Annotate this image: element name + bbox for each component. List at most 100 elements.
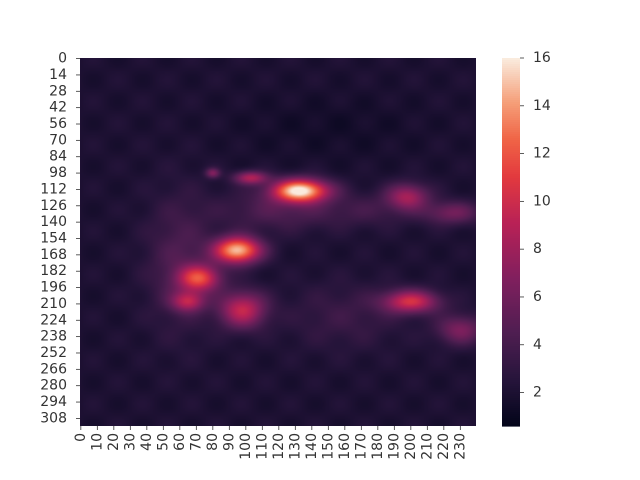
colorbar-segment [502, 256, 520, 259]
colorbar-tick-label: 8 [533, 241, 542, 257]
x-tick-label: 160 [337, 433, 353, 460]
colorbar-segment [502, 334, 520, 337]
x-tick-label: 150 [320, 433, 336, 460]
colorbar-segment [502, 238, 520, 241]
x-tick-label: 20 [106, 433, 122, 451]
colorbar-segment [502, 290, 520, 293]
y-tick-label: 196 [40, 280, 67, 296]
colorbar-segment [502, 310, 520, 313]
colorbar-segment [502, 282, 520, 285]
colorbar-segment [502, 216, 520, 219]
colorbar-segment [502, 244, 520, 247]
colorbar-segment [502, 152, 520, 155]
colorbar-segment [502, 156, 520, 159]
colorbar-segment [502, 210, 520, 213]
colorbar-segment [502, 192, 520, 195]
colorbar-segment [502, 294, 520, 297]
y-tick-label: 0 [58, 51, 67, 67]
colorbar-segment [502, 372, 520, 375]
colorbar-segment [502, 412, 520, 415]
colorbar-segment [502, 144, 520, 147]
colorbar-segment [502, 122, 520, 125]
colorbar-segment [502, 362, 520, 365]
x-tick-label: 10 [89, 433, 105, 451]
colorbar-segment [502, 242, 520, 245]
x-tick-label: 100 [238, 433, 254, 460]
colorbar-segment [502, 330, 520, 333]
colorbar-segment [502, 262, 520, 265]
colorbar-segment [502, 302, 520, 305]
colorbar-segment [502, 366, 520, 369]
colorbar-segment [502, 324, 520, 327]
colorbar-segment [502, 378, 520, 381]
colorbar-segment [502, 410, 520, 413]
colorbar-segment [502, 108, 520, 111]
x-tick-label: 210 [419, 433, 435, 460]
colorbar-segment [502, 132, 520, 135]
colorbar-segment [502, 158, 520, 161]
colorbar-segment [502, 404, 520, 407]
colorbar-segment [502, 356, 520, 359]
x-tick-label: 0 [73, 433, 89, 442]
y-tick-label: 294 [40, 394, 67, 410]
colorbar-tick-label: 4 [533, 337, 542, 353]
colorbar-segment [502, 172, 520, 175]
colorbar-segment [502, 276, 520, 279]
colorbar-segment [502, 224, 520, 227]
colorbar-segment [502, 270, 520, 273]
x-tick-label: 30 [122, 433, 138, 451]
x-tick-label: 70 [188, 433, 204, 451]
y-tick-label: 140 [40, 214, 67, 230]
colorbar-segment [502, 320, 520, 323]
colorbar-tick-label: 2 [533, 385, 542, 401]
colorbar-segment [502, 66, 520, 69]
y-tick-label: 112 [40, 181, 67, 197]
colorbar-segment [502, 68, 520, 71]
colorbar-segment [502, 408, 520, 411]
colorbar-segment [502, 90, 520, 93]
colorbar-segment [502, 168, 520, 171]
colorbar-segment [502, 162, 520, 165]
colorbar-segment [502, 384, 520, 387]
colorbar-segment [502, 160, 520, 163]
colorbar-segment [502, 272, 520, 275]
colorbar-segment [502, 422, 520, 425]
colorbar-segment [502, 382, 520, 385]
colorbar-segment [502, 110, 520, 113]
colorbar-segment [502, 114, 520, 117]
colorbar-segment [502, 200, 520, 203]
colorbar-segment [502, 336, 520, 339]
y-tick-label: 126 [40, 198, 67, 214]
colorbar-segment [502, 348, 520, 351]
colorbar-segment [502, 386, 520, 389]
colorbar-segment [502, 126, 520, 129]
colorbar-segment [502, 104, 520, 107]
colorbar-segment [502, 112, 520, 115]
colorbar-segment [502, 202, 520, 205]
colorbar [502, 58, 520, 427]
colorbar-segment [502, 146, 520, 149]
colorbar-segment [502, 368, 520, 371]
colorbar-segment [502, 208, 520, 211]
y-tick-label: 56 [49, 116, 67, 132]
colorbar-segment [502, 102, 520, 105]
colorbar-segment [502, 236, 520, 239]
colorbar-segment [502, 164, 520, 167]
colorbar-segment [502, 284, 520, 287]
colorbar-segment [502, 150, 520, 153]
colorbar-segment [502, 374, 520, 377]
colorbar-segment [502, 72, 520, 75]
y-tick-label: 98 [49, 165, 67, 181]
x-tick-label: 90 [221, 433, 237, 451]
heatmap-plot-area [80, 58, 476, 426]
colorbar-segment [502, 100, 520, 103]
y-tick-label: 238 [40, 329, 67, 345]
colorbar-segment [502, 58, 520, 61]
colorbar-segment [502, 182, 520, 185]
colorbar-segment [502, 78, 520, 81]
y-tick-label: 154 [40, 230, 67, 246]
y-tick-label: 14 [49, 67, 67, 83]
colorbar-segment [502, 226, 520, 229]
colorbar-segment [502, 322, 520, 325]
